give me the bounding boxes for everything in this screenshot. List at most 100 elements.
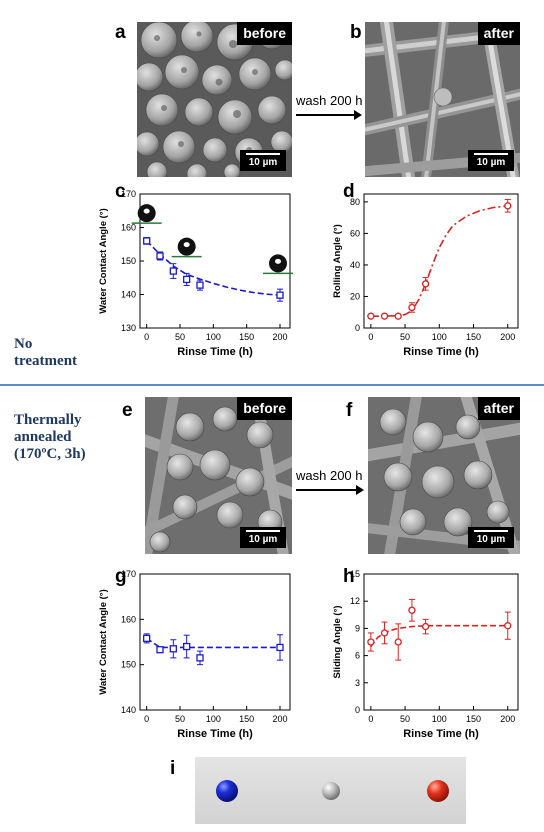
wash-label-top: wash 200 h bbox=[296, 93, 363, 108]
data-point bbox=[143, 237, 151, 245]
chart-c: 0 50 100 150 200 130 140 150 160 170 Rinse Time (h… bbox=[98, 189, 293, 358]
y-tick-label: 160 bbox=[121, 223, 136, 233]
sem-image-a: before 10 µm bbox=[137, 22, 292, 177]
chart-d: 0 50 100 150 200 0 20 40 60 80 Rinse Time (h) Rolli… bbox=[332, 193, 519, 358]
arrow-right-icon bbox=[296, 110, 362, 120]
fit-curve bbox=[146, 637, 280, 649]
sem-image-e: before 10 µm bbox=[145, 397, 292, 554]
data-point bbox=[408, 303, 416, 312]
panel-label-e: e bbox=[122, 400, 133, 421]
side-label-annealed: Thermally annealed (170ºC, 3h) bbox=[14, 412, 86, 462]
fit-curve bbox=[370, 205, 508, 317]
scale-bar: 10 µm bbox=[240, 527, 286, 548]
droplet-inset bbox=[131, 204, 162, 224]
plot-frame bbox=[363, 193, 519, 329]
sem-tag-after: after bbox=[477, 22, 520, 45]
y-tick-label: 40 bbox=[350, 260, 360, 270]
y-tick-label: 170 bbox=[121, 189, 136, 199]
y-tick-label: 20 bbox=[350, 291, 360, 301]
x-tick-label: 50 bbox=[400, 714, 410, 724]
x-tick-label: 100 bbox=[432, 332, 447, 342]
x-tick-label: 0 bbox=[368, 714, 373, 724]
plot-frame bbox=[363, 573, 519, 711]
scale-bar: 10 µm bbox=[240, 150, 286, 171]
data-point bbox=[380, 629, 389, 637]
y-tick-label: 3 bbox=[355, 678, 360, 688]
panel-label-c: c bbox=[115, 181, 126, 202]
x-axis-label: Rinse Time (h) bbox=[177, 728, 253, 740]
x-tick-label: 150 bbox=[466, 332, 481, 342]
data-point bbox=[408, 606, 416, 614]
data-point bbox=[394, 638, 402, 646]
x-tick-label: 100 bbox=[206, 332, 221, 342]
data-point bbox=[380, 312, 389, 320]
x-tick-label: 150 bbox=[239, 332, 254, 342]
x-axis-label: Rinse Time (h) bbox=[177, 346, 253, 358]
panel-label-f: f bbox=[346, 400, 353, 421]
clear-droplet bbox=[322, 782, 340, 800]
y-tick-label: 0 bbox=[355, 323, 360, 333]
data-point bbox=[504, 622, 512, 630]
data-point bbox=[367, 312, 375, 320]
photo-droplets bbox=[195, 757, 466, 824]
droplet-inset bbox=[263, 254, 293, 275]
data-point bbox=[183, 642, 191, 651]
x-axis-label: Rinse Time (h) bbox=[403, 346, 479, 358]
y-tick-label: 0 bbox=[355, 705, 360, 715]
x-tick-label: 50 bbox=[400, 332, 410, 342]
data-point bbox=[169, 645, 177, 653]
y-tick-label: 170 bbox=[121, 569, 136, 579]
y-tick-label: 80 bbox=[350, 197, 360, 207]
data-point bbox=[156, 252, 164, 260]
chart-g: 0 50 100 150 200 140 150 160 170 Rinse Time (h) Wa… bbox=[98, 569, 291, 740]
y-tick-label: 9 bbox=[355, 623, 360, 633]
y-tick-label: 150 bbox=[121, 660, 136, 670]
x-tick-label: 200 bbox=[500, 332, 515, 342]
red-droplet bbox=[427, 780, 449, 802]
fit-curve bbox=[370, 624, 508, 648]
sem-image-f: after 10 µm bbox=[368, 397, 520, 554]
y-axis-label: Sliding Angle (°) bbox=[332, 605, 343, 678]
sem-image-b: after 10 µm bbox=[365, 22, 520, 177]
data-point bbox=[276, 291, 284, 299]
y-tick-label: 140 bbox=[121, 705, 136, 715]
scale-bar: 10 µm bbox=[468, 527, 514, 548]
x-tick-label: 200 bbox=[272, 714, 287, 724]
x-tick-label: 0 bbox=[368, 332, 373, 342]
x-tick-label: 200 bbox=[272, 332, 287, 342]
plot-frame bbox=[139, 193, 291, 329]
data-point bbox=[156, 646, 164, 654]
data-point bbox=[169, 267, 177, 275]
y-tick-label: 15 bbox=[350, 569, 360, 579]
y-tick-label: 130 bbox=[121, 323, 136, 333]
x-tick-label: 100 bbox=[432, 714, 447, 724]
data-point bbox=[367, 638, 375, 646]
data-point bbox=[183, 275, 191, 284]
x-tick-label: 150 bbox=[239, 714, 254, 724]
data-point bbox=[421, 622, 430, 631]
y-tick-label: 60 bbox=[350, 228, 360, 238]
chart-h: 0 50 100 150 200 0 3 6 9 12 15 Rinse Time (h) Slidin… bbox=[332, 569, 519, 740]
data-point bbox=[143, 634, 151, 643]
x-tick-label: 150 bbox=[466, 714, 481, 724]
x-axis-label: Rinse Time (h) bbox=[403, 728, 479, 740]
data-point bbox=[504, 202, 512, 210]
x-tick-label: 200 bbox=[500, 714, 515, 724]
y-tick-label: 6 bbox=[355, 651, 360, 661]
scale-bar: 10 µm bbox=[468, 150, 514, 171]
data-point bbox=[196, 281, 204, 289]
panel-label-g: g bbox=[115, 566, 127, 587]
side-label-no-treatment: No treatment bbox=[14, 336, 78, 369]
panel-label-d: d bbox=[343, 181, 355, 202]
droplet-inset bbox=[171, 237, 202, 258]
x-tick-label: 0 bbox=[144, 714, 149, 724]
panel-label-b: b bbox=[350, 22, 362, 43]
sem-fibers-b bbox=[365, 22, 520, 177]
y-axis-label: Water Contact Angle (°) bbox=[98, 208, 109, 313]
arrow-right-icon bbox=[296, 485, 364, 495]
sem-tag-before: before bbox=[237, 397, 292, 420]
y-tick-label: 150 bbox=[121, 256, 136, 266]
y-tick-label: 160 bbox=[121, 614, 136, 624]
panel-label-a: a bbox=[115, 22, 126, 43]
y-tick-label: 12 bbox=[350, 596, 360, 606]
